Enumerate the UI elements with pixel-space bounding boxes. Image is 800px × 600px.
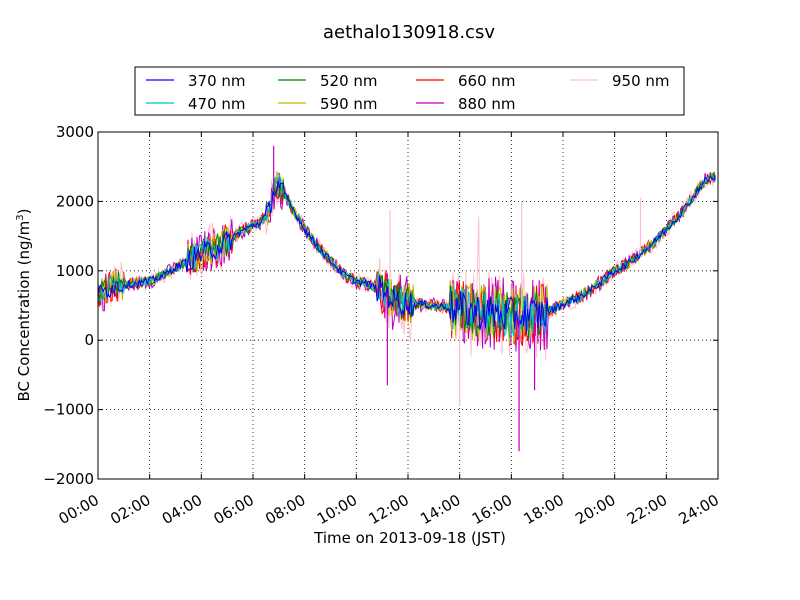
y-tick-label: 0 [84, 331, 94, 349]
y-tick-label: 3000 [56, 123, 94, 141]
series-line-590-nm [97, 170, 716, 345]
series-line-370-nm [97, 175, 716, 334]
series-line-660-nm [97, 171, 716, 346]
x-tick-label: 16:00 [469, 491, 515, 528]
chart-title: aethalo130918.csv [323, 22, 495, 43]
x-tick-label: 10:00 [314, 491, 360, 528]
legend-label: 590 nm [320, 95, 378, 113]
y-axis-label-superscript: 3 [15, 214, 26, 220]
x-tick-label: 14:00 [417, 491, 463, 528]
x-tick-label: 02:00 [107, 491, 153, 528]
series-line-520-nm [97, 171, 716, 339]
x-tick-label: 22:00 [624, 491, 670, 528]
y-tick-label: 2000 [56, 192, 94, 210]
x-tick-label: 04:00 [159, 491, 205, 528]
x-tick-label: 08:00 [262, 491, 308, 528]
legend-label: 660 nm [458, 72, 516, 90]
y-axis-label-main: BC Concentration (ng/m [15, 221, 33, 402]
legend-label: 470 nm [188, 95, 246, 113]
x-tick-label: 12:00 [366, 491, 412, 528]
x-tick-label: 24:00 [676, 491, 722, 528]
y-tick-label: 1000 [56, 262, 94, 280]
x-axis: 00:00 02:00 04:00 06:00 08:00 10:00 12:00 14:00… [56, 132, 722, 528]
y-tick-label: −1000 [43, 401, 94, 419]
legend-label: 950 nm [612, 72, 670, 90]
legend-label: 880 nm [458, 95, 516, 113]
y-axis-label-close: ) [15, 209, 33, 215]
y-tick-label: −2000 [43, 470, 94, 488]
x-tick-label: 18:00 [521, 491, 567, 528]
legend-label: 520 nm [320, 72, 378, 90]
x-tick-label: 00:00 [56, 491, 102, 528]
legend-box [134, 66, 685, 116]
legend: 370 nm 470 nm 520 nm 590 nm 660 nm 880 nm 950 … [134, 66, 685, 116]
series-layer [97, 145, 716, 452]
y-axis-label: BC Concentration (ng/m3) [15, 209, 33, 402]
x-tick-label: 20:00 [572, 491, 618, 528]
y-axis: −2000 −1000 0 1000 2000 3000 [43, 123, 718, 488]
x-axis-label: Time on 2013-09-18 (JST) [313, 529, 506, 547]
legend-label: 370 nm [188, 72, 246, 90]
x-tick-label: 06:00 [211, 491, 257, 528]
